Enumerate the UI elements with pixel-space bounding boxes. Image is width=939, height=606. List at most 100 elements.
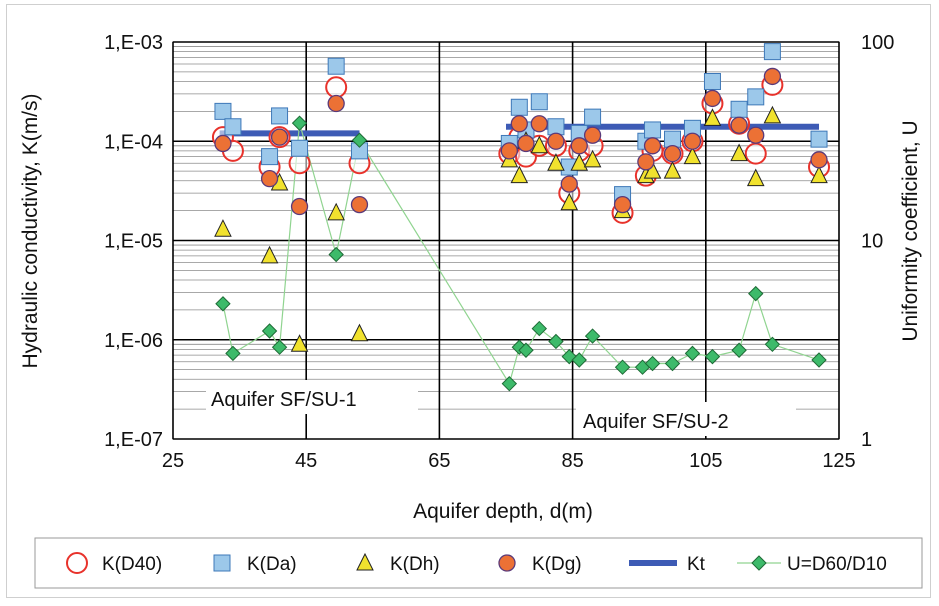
series-k-da--point: [730, 100, 748, 118]
x-axis-title: Aquifer depth, d(m): [413, 500, 593, 523]
series-k-dh--point: [290, 334, 309, 352]
series-u-d60-d10-point: [704, 348, 721, 365]
series-k-da--point: [547, 118, 565, 136]
series-u-d60-d10-point: [291, 115, 308, 131]
series-u-d60-d10-point: [261, 323, 278, 339]
series-k-dg--point: [683, 132, 702, 150]
series-k-dg--point: [530, 115, 548, 133]
series-k-dg--point: [270, 128, 289, 146]
y-left-tick-label: 1,E-03: [104, 32, 163, 54]
series-u-d60-d10-point: [351, 132, 368, 148]
legend-k-dg--label: K(Dg): [532, 554, 582, 575]
series-k-dh--point: [703, 108, 722, 126]
x-tick-label: 45: [295, 450, 317, 472]
series-k-dh--point: [746, 168, 765, 187]
y-axis-title-right: Uniformity coefficient, U: [899, 120, 922, 341]
series-u-d60-d10-point: [614, 359, 631, 375]
x-tick-label: 105: [689, 450, 722, 472]
series-k-dh--point: [730, 143, 748, 162]
series-k-dh--point: [510, 165, 529, 184]
legend-k-dh--swatch: [356, 552, 374, 571]
series-u-d60-d10-point: [215, 296, 231, 312]
region-label-1: Aquifer SF/SU-1: [211, 389, 357, 411]
series-u-d60-d10-point: [811, 352, 827, 368]
series-k-dg--point: [747, 126, 765, 144]
series-k-da--point: [224, 118, 242, 136]
x-tick-label: 65: [428, 450, 450, 472]
series-u-d60-d10-point: [518, 342, 534, 358]
series-k-da--point: [810, 130, 828, 148]
series-k-dg--point: [637, 153, 655, 171]
series-k-dh--point: [547, 153, 565, 171]
x-tick-label: 85: [561, 450, 583, 472]
legend-u-d60-d10-label: U=D60/D10: [787, 554, 887, 575]
series-marks: [211, 43, 831, 392]
region-label-bg-1: [206, 380, 418, 414]
series-k-da--point: [214, 102, 232, 120]
minor-gridlines: [173, 46, 839, 410]
series-u-d60-d10-point: [748, 285, 764, 302]
series-u-d60-d10-point: [584, 328, 601, 344]
legend-k-dg--swatch: [498, 554, 516, 572]
series-k-dg--point: [643, 137, 662, 155]
series-k-da--point: [584, 108, 602, 126]
series-k-dg--point: [517, 134, 535, 153]
series-k-dh--point: [260, 245, 279, 264]
series-u-d60-d10-point: [764, 336, 781, 352]
series-u-d60-d10-point: [328, 246, 344, 263]
series-k-dg--point: [583, 126, 602, 144]
series-k-dg--point: [290, 197, 309, 216]
series-k-dg--point: [260, 169, 279, 188]
series-k-da--point: [510, 98, 528, 116]
series-k-dh--point: [810, 165, 828, 184]
series-k-dh--point: [643, 161, 662, 179]
series-k-dh--point: [530, 135, 549, 154]
series-k-dh--point: [683, 146, 702, 165]
series-k-da--point: [644, 121, 662, 139]
y-right-tick-label: 10: [861, 231, 883, 253]
series-k-da--point: [703, 72, 721, 90]
chart-frame: Aquifer SF/SU-1 Aquifer SF/SU-2 25 45 65 85…: [6, 4, 931, 598]
series-u-d60-d10-point: [644, 355, 661, 372]
tick-labels: 25 45 65 85 105 125 1,E-07 1,E-06 1,E-05 1,E-04 1,…: [104, 32, 894, 472]
y-left-tick-label: 1,E-06: [104, 330, 163, 352]
chart-svg: Aquifer SF/SU-1 Aquifer SF/SU-2 25 45 65 85…: [19, 32, 923, 589]
legend-k-da--label: K(Da): [247, 554, 297, 575]
series-k-dg--point: [560, 175, 578, 193]
series-k-dh--point: [663, 161, 682, 179]
series-k-da--point: [747, 88, 765, 106]
legend-k-d40--swatch: [66, 552, 88, 574]
series-k-da--point: [291, 139, 309, 157]
series-k-dh--point: [560, 192, 579, 211]
series-k-dg--point: [350, 195, 369, 214]
series-k-dg--point: [500, 142, 518, 160]
series-k-dh--point: [214, 219, 232, 237]
legend-kt-label: Kt: [687, 554, 706, 575]
series-u-d60-d10-point: [548, 333, 564, 350]
series-k-dg--point: [510, 115, 528, 133]
y-right-tick-label: 100: [861, 32, 894, 54]
series-k-dh--point: [583, 149, 602, 168]
y-left-tick-label: 1,E-04: [104, 131, 163, 153]
region-label-bg-2: [576, 402, 796, 436]
series-k-dg--point: [327, 94, 345, 113]
legend-k-da--swatch: [213, 554, 231, 572]
legend-k-dh--label: K(Dh): [390, 554, 440, 575]
series-u-d60-d10-point: [684, 345, 701, 362]
series-u-d60-d10-point: [531, 320, 548, 337]
region-label-2: Aquifer SF/SU-2: [583, 411, 729, 433]
series-k-dh--point: [350, 323, 369, 342]
series-k-da--point: [664, 130, 681, 148]
series-u-d60-d10-point: [501, 375, 518, 392]
x-tick-label: 25: [162, 450, 184, 472]
series-k-dg--point: [570, 137, 588, 155]
series-u-d60-d10-point: [225, 345, 241, 362]
x-tick-label: 125: [822, 450, 855, 472]
series-u-d60-d10-point: [664, 355, 681, 372]
series-k-da--point: [763, 43, 781, 61]
series-k-dg--point: [663, 145, 682, 163]
y-left-tick-label: 1,E-05: [104, 231, 163, 253]
y-axis-title-left: Hydraulic conductivity, K(m/s): [19, 93, 42, 368]
series-k-dh--point: [763, 105, 782, 124]
series-k-dg--point: [810, 151, 828, 169]
